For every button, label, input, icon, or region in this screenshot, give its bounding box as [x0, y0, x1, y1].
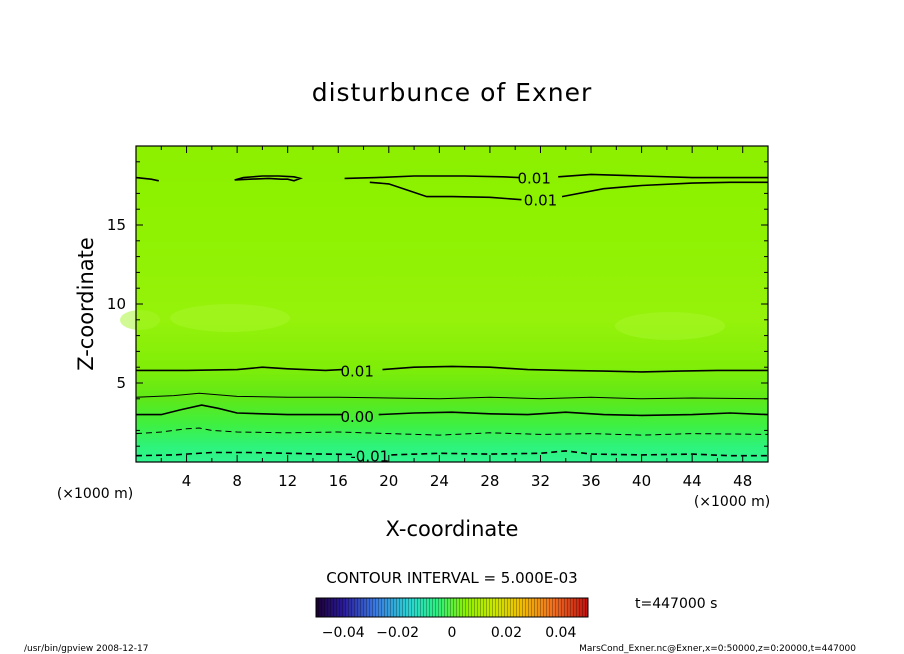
colorbar-frame	[315, 597, 589, 618]
footer-left: /usr/bin/gpview 2008-12-17	[24, 644, 148, 654]
contour-line	[136, 366, 343, 372]
contour-line	[378, 411, 769, 417]
contour-label: 0.01	[340, 362, 373, 380]
plot-area: 0.010.010.010.00-0.01 4 8 12 16 20 24 28 32 36 40…	[107, 145, 769, 490]
time-label: t=447000 s	[635, 596, 717, 612]
x-tick-label: 36	[581, 472, 600, 490]
colorbar-stripes	[316, 598, 588, 617]
colorbar-tick-label: 0.04	[545, 625, 576, 641]
field-highlight	[615, 312, 725, 340]
colorbar: −0.04 −0.02 0 0.02 0.04	[315, 597, 589, 641]
colorbar-tick-label: 0.02	[491, 625, 522, 641]
contour-line	[391, 450, 768, 457]
contour-label: 0.01	[517, 170, 550, 188]
contour-lines	[135, 173, 769, 457]
x-axis-label: X-coordinate	[386, 517, 519, 541]
y-tick-label: 15	[107, 216, 126, 234]
contour-line	[135, 176, 159, 182]
contour-interval: CONTOUR INTERVAL = 5.000E-03	[326, 569, 577, 587]
contour-line	[135, 451, 355, 457]
x-tick-label: 12	[278, 472, 297, 490]
contour-line	[344, 175, 520, 180]
colorbar-tick-label: −0.02	[376, 625, 419, 641]
contour-line	[382, 365, 768, 373]
colorbar-tick-label: 0	[448, 625, 457, 641]
x-tick-label: 8	[232, 472, 242, 490]
contour-line	[558, 173, 768, 179]
contour-line	[135, 427, 769, 436]
footer-right: MarsCond_Exner.nc@Exner,x=0:50000,z=0:20…	[579, 644, 856, 654]
y-axis-label: Z-coordinate	[74, 237, 98, 371]
contour-label: -0.01	[350, 448, 389, 466]
x-tick-label: 20	[379, 472, 398, 490]
field-highlight	[170, 304, 290, 332]
contour-label: 0.01	[524, 192, 557, 210]
contour-line	[135, 392, 769, 400]
contour-line	[369, 181, 522, 201]
contour-labels: 0.01 0.01 0.01 0.00 -0.01	[340, 170, 557, 466]
y-tick-label: 10	[107, 295, 126, 313]
x-tick-label: 44	[683, 472, 702, 490]
colorbar-ticks: −0.04 −0.02 0 0.02 0.04	[322, 625, 577, 641]
x-tick-label: 28	[480, 472, 499, 490]
x-tick-label: 48	[733, 472, 752, 490]
x-tick-label: 32	[531, 472, 550, 490]
contour-field	[136, 146, 768, 462]
contour-line	[136, 404, 342, 416]
contour-line	[561, 181, 768, 198]
x-tick-label: 24	[430, 472, 449, 490]
contour-line	[234, 175, 303, 182]
contour-label: 0.00	[340, 408, 373, 426]
x-tick-label: 16	[329, 472, 348, 490]
x-unit-label: (×1000 m)	[694, 494, 770, 510]
colorbar-tick-label: −0.04	[322, 625, 365, 641]
y-tick-label: 5	[116, 374, 126, 392]
x-tick-label: 4	[182, 472, 192, 490]
y-unit-label: (×1000 m)	[57, 486, 133, 502]
chart-title: disturbunce of Exner	[312, 78, 593, 107]
x-tick-label: 40	[632, 472, 651, 490]
